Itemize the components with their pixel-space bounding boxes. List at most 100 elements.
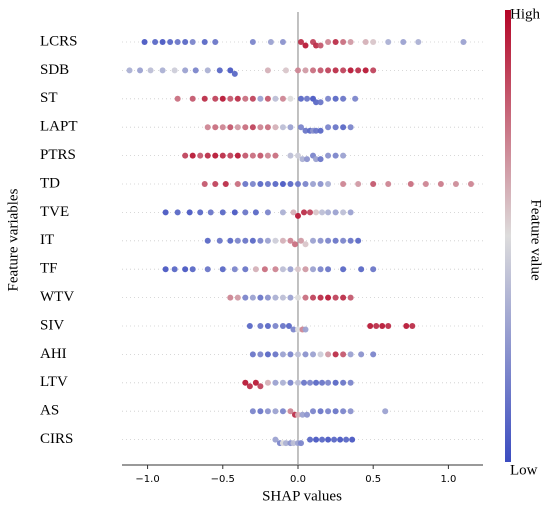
dot	[287, 152, 294, 159]
dot	[294, 181, 301, 187]
dot	[272, 95, 279, 102]
feature-label: TD	[40, 175, 60, 191]
x-tick-label: 1.0	[440, 474, 456, 485]
dot	[319, 436, 326, 443]
dot	[325, 209, 332, 216]
feature-label: TVE	[40, 204, 69, 220]
dot	[189, 95, 196, 102]
dot	[355, 181, 362, 187]
dot	[227, 124, 234, 131]
dot	[313, 156, 320, 163]
dot	[370, 67, 377, 74]
dot	[301, 209, 308, 216]
dot	[317, 42, 324, 49]
x-tick-label: 0.0	[290, 474, 306, 485]
dot	[246, 323, 253, 329]
colorbar-high: High	[510, 6, 541, 22]
dot	[301, 379, 308, 386]
dot	[279, 39, 286, 45]
dot	[302, 351, 309, 358]
feature-label: LCRS	[40, 33, 78, 49]
dot	[362, 67, 369, 74]
dot	[415, 39, 422, 45]
dot	[234, 152, 241, 159]
dot	[287, 124, 294, 131]
dot	[297, 95, 304, 102]
dot	[355, 237, 362, 244]
dot	[355, 67, 362, 74]
feature-label: AS	[40, 403, 59, 419]
dot	[257, 294, 264, 301]
dot	[313, 42, 320, 49]
dot	[340, 152, 347, 159]
dot	[272, 152, 279, 159]
dot	[279, 294, 286, 301]
dot	[257, 237, 264, 244]
dot	[257, 152, 264, 159]
dot	[347, 294, 354, 301]
dot	[279, 266, 286, 273]
dot	[310, 351, 317, 358]
dot	[287, 294, 294, 301]
dot	[290, 209, 297, 216]
feature-label: LTV	[40, 374, 68, 390]
dot	[325, 152, 332, 159]
dot	[310, 266, 317, 273]
dot	[279, 237, 286, 244]
dot	[257, 383, 264, 390]
dot	[467, 181, 474, 187]
dot	[297, 440, 304, 447]
dot	[317, 67, 324, 74]
dot	[358, 351, 365, 358]
dot	[294, 326, 301, 333]
dot	[347, 209, 354, 216]
dot	[227, 152, 234, 159]
dot	[290, 326, 297, 333]
dot	[249, 351, 256, 358]
dot	[212, 39, 219, 45]
dot	[272, 266, 279, 273]
dot	[162, 209, 169, 216]
dot	[294, 212, 301, 219]
dot	[242, 237, 249, 244]
dot	[272, 124, 279, 131]
dot	[189, 152, 196, 159]
dot	[249, 39, 256, 45]
dot	[347, 124, 354, 131]
dot	[319, 209, 326, 216]
dot	[197, 152, 204, 159]
dot	[222, 181, 229, 187]
dot	[325, 436, 332, 443]
dot	[325, 124, 332, 131]
dot	[264, 124, 271, 131]
dot	[174, 209, 181, 216]
dot	[249, 152, 256, 159]
dot	[219, 266, 226, 273]
dot	[272, 323, 279, 329]
dot	[189, 39, 196, 45]
dot	[272, 408, 279, 415]
dot	[297, 39, 304, 45]
dot	[182, 39, 189, 45]
x-tick-label: −0.5	[211, 474, 235, 485]
dot	[234, 95, 241, 102]
dot	[460, 39, 467, 45]
dot	[299, 411, 306, 418]
dot	[231, 70, 238, 77]
feature-label: CIRS	[40, 431, 73, 447]
dot	[340, 379, 347, 386]
dot	[332, 124, 339, 131]
dot	[249, 408, 256, 415]
dot	[279, 408, 286, 415]
dot	[332, 237, 339, 244]
dot	[279, 209, 286, 216]
dot	[242, 95, 249, 102]
dot	[287, 266, 294, 273]
dot	[242, 124, 249, 131]
dot	[325, 39, 332, 45]
dot	[294, 152, 301, 159]
dot	[313, 209, 320, 216]
dot	[379, 323, 386, 329]
feature-label: ST	[40, 90, 58, 106]
dot	[264, 67, 271, 74]
